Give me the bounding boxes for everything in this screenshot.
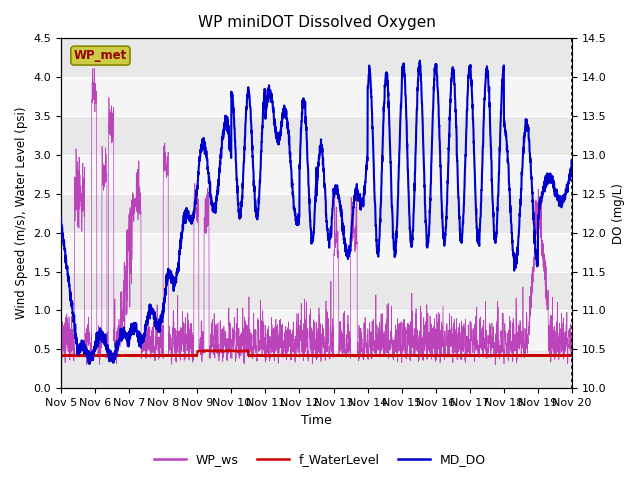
Y-axis label: DO (mg/L): DO (mg/L) [612,183,625,244]
Legend: WP_ws, f_WaterLevel, MD_DO: WP_ws, f_WaterLevel, MD_DO [149,448,491,471]
Title: WP miniDOT Dissolved Oxygen: WP miniDOT Dissolved Oxygen [198,15,435,30]
Bar [61,194,572,233]
Bar [61,272,572,311]
Text: WP_met: WP_met [74,49,127,62]
Bar [61,349,572,388]
Bar [61,233,572,272]
Bar [61,311,572,349]
Y-axis label: Wind Speed (m/s), Water Level (psi): Wind Speed (m/s), Water Level (psi) [15,107,28,320]
X-axis label: Time: Time [301,414,332,427]
Bar [61,155,572,194]
Bar [61,77,572,116]
Bar [61,38,572,77]
Bar [61,116,572,155]
